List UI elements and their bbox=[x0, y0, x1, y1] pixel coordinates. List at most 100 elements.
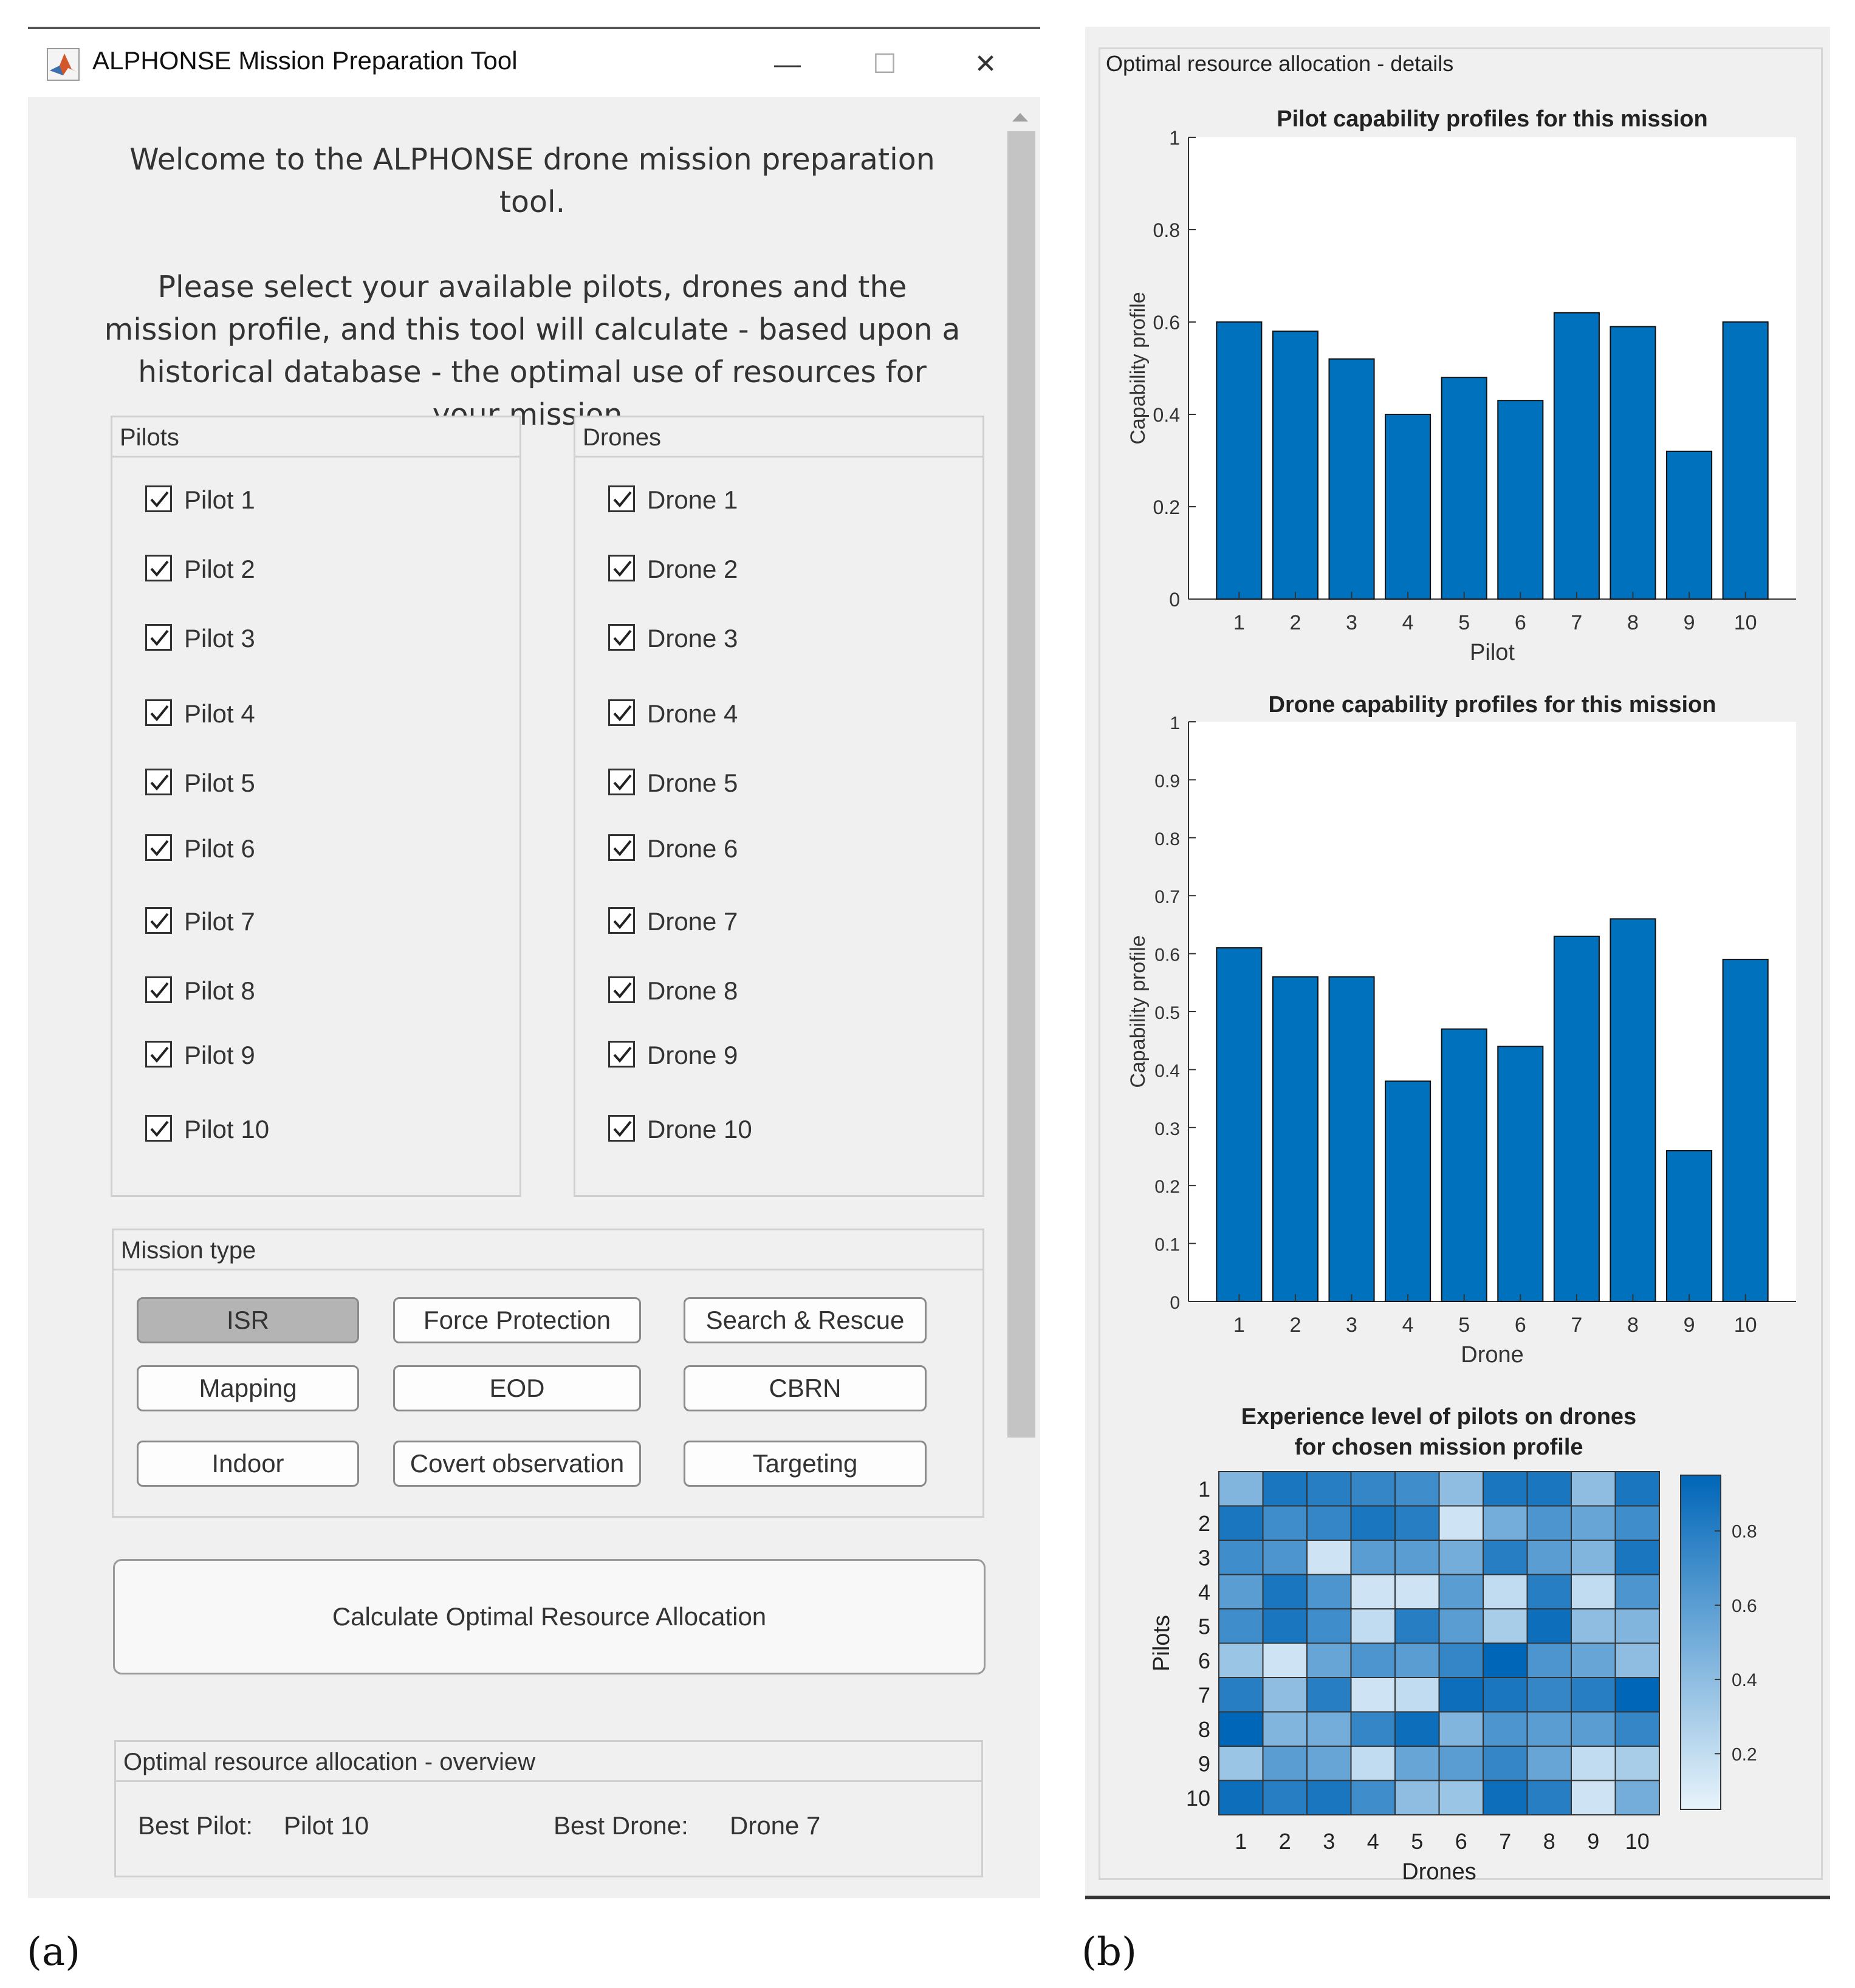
maximize-button[interactable]: ☐ bbox=[873, 49, 897, 79]
title-bar: ALPHONSE Mission Preparation Tool — ☐ ✕ bbox=[28, 29, 1040, 97]
bar-1 bbox=[1216, 321, 1263, 600]
pilot-checkbox-7[interactable] bbox=[145, 907, 172, 934]
pilot-checkbox-1[interactable] bbox=[145, 485, 172, 512]
calculate-button[interactable]: Calculate Optimal Resource Allocation bbox=[113, 1559, 986, 1674]
pilot-checkbox-9[interactable] bbox=[145, 1041, 172, 1068]
mission-button-targeting[interactable]: Targeting bbox=[684, 1441, 927, 1487]
pilot-checkbox-6[interactable] bbox=[145, 834, 172, 861]
heat-y-tick: 7 bbox=[1198, 1682, 1210, 1707]
heat-cell bbox=[1571, 1780, 1616, 1815]
mission-button-search-rescue[interactable]: Search & Rescue bbox=[684, 1297, 927, 1343]
drone-checkbox-2[interactable] bbox=[608, 555, 635, 581]
drone-checkbox-4[interactable] bbox=[608, 699, 635, 726]
pilot-checkbox-4[interactable] bbox=[145, 699, 172, 726]
pilot-checkbox-5[interactable] bbox=[145, 769, 172, 795]
y-tick-label: 0 bbox=[1170, 1293, 1180, 1313]
drone-checkbox-3[interactable] bbox=[608, 624, 635, 651]
drone-checkbox-6[interactable] bbox=[608, 834, 635, 861]
pilot-label-6: Pilot 6 bbox=[184, 834, 255, 863]
heat-cell bbox=[1483, 1642, 1528, 1678]
heat-cell bbox=[1483, 1746, 1528, 1781]
mission-button-covert-observation[interactable]: Covert observation bbox=[393, 1441, 641, 1487]
heat-cell bbox=[1438, 1677, 1484, 1713]
drone-label-10: Drone 10 bbox=[647, 1115, 752, 1143]
bar-9 bbox=[1666, 450, 1713, 600]
drone-checkbox-7[interactable] bbox=[608, 907, 635, 934]
mission-button-eod[interactable]: EOD bbox=[393, 1365, 641, 1411]
drone-checkbox-10[interactable] bbox=[608, 1115, 635, 1142]
pilot-capability-chart: Pilot capability profiles for this missi… bbox=[1126, 106, 1796, 665]
close-button[interactable]: ✕ bbox=[974, 49, 997, 79]
best-pilot-label: Best Pilot: bbox=[138, 1811, 253, 1840]
drone-checkbox-9[interactable] bbox=[608, 1041, 635, 1068]
bar-10 bbox=[1722, 321, 1769, 600]
y-tick-label: 0.4 bbox=[1154, 1061, 1180, 1081]
heat-cell bbox=[1306, 1642, 1352, 1678]
mission-type-panel: Mission type ISR Force Protection Search &… bbox=[112, 1229, 984, 1518]
heat-cell bbox=[1526, 1471, 1572, 1507]
heat-cell bbox=[1614, 1574, 1660, 1609]
heat-y-tick: 5 bbox=[1198, 1614, 1210, 1639]
scroll-up-icon[interactable] bbox=[1005, 108, 1035, 126]
heat-cell bbox=[1483, 1608, 1528, 1644]
minimize-button[interactable]: — bbox=[774, 49, 801, 79]
pilot-label-7: Pilot 7 bbox=[184, 907, 255, 936]
x-tick-label: 1 bbox=[1233, 1314, 1245, 1337]
app-window: ALPHONSE Mission Preparation Tool — ☐ ✕ … bbox=[28, 27, 1040, 1898]
heat-x-tick: 7 bbox=[1499, 1829, 1511, 1854]
welcome-text: Welcome to the ALPHONSE drone mission pr… bbox=[101, 139, 964, 479]
colorbar-tick: 0.2 bbox=[1732, 1744, 1757, 1764]
heat-cell bbox=[1571, 1642, 1616, 1678]
heat-cell bbox=[1218, 1505, 1264, 1541]
matlab-icon bbox=[47, 48, 80, 81]
heat-cell bbox=[1614, 1540, 1660, 1575]
bar-1 bbox=[1216, 947, 1263, 1303]
mission-button-indoor[interactable]: Indoor bbox=[137, 1441, 359, 1487]
heat-cell bbox=[1350, 1608, 1396, 1644]
experience-heatmap: Experience level of pilots on drones for … bbox=[1149, 1404, 1757, 1885]
x-tick-label: 3 bbox=[1346, 611, 1357, 634]
heat-cell bbox=[1350, 1711, 1396, 1747]
mission-button-mapping[interactable]: Mapping bbox=[137, 1365, 359, 1411]
pilot-checkbox-3[interactable] bbox=[145, 624, 172, 651]
drone-label-5: Drone 5 bbox=[647, 769, 738, 797]
heat-cell bbox=[1262, 1642, 1308, 1678]
y-tick-label: 0.4 bbox=[1153, 404, 1180, 426]
heat-cell bbox=[1571, 1471, 1616, 1507]
y-tick-label: 0 bbox=[1169, 589, 1180, 611]
heat-x-tick: 4 bbox=[1367, 1829, 1379, 1854]
bar-7 bbox=[1553, 935, 1600, 1302]
scrollbar-thumb[interactable] bbox=[1007, 131, 1035, 1438]
mission-type-title: Mission type bbox=[114, 1230, 982, 1270]
colorbar-tick: 0.6 bbox=[1732, 1596, 1757, 1616]
drone-checkbox-5[interactable] bbox=[608, 769, 635, 795]
mission-button-cbrn[interactable]: CBRN bbox=[684, 1365, 927, 1411]
mission-button-force-protection[interactable]: Force Protection bbox=[393, 1297, 641, 1343]
bar-4 bbox=[1385, 1080, 1432, 1302]
checkmark-icon bbox=[613, 705, 632, 722]
bar-2 bbox=[1272, 331, 1318, 600]
pilot-checkbox-10[interactable] bbox=[145, 1115, 172, 1142]
drones-panel-title: Drones bbox=[575, 417, 982, 458]
heat-cell bbox=[1571, 1574, 1616, 1609]
heat-cell bbox=[1571, 1540, 1616, 1575]
checkmark-icon bbox=[613, 560, 632, 577]
bar-5 bbox=[1441, 1028, 1487, 1302]
checkmark-icon bbox=[150, 629, 169, 646]
heat-cell bbox=[1394, 1780, 1440, 1815]
pilot-checkbox-2[interactable] bbox=[145, 555, 172, 581]
x-tick-label: 10 bbox=[1734, 611, 1757, 634]
drone-checkbox-1[interactable] bbox=[608, 485, 635, 512]
heat-x-label: Drones bbox=[1402, 1859, 1476, 1885]
heat-x-tick: 5 bbox=[1411, 1829, 1423, 1854]
pilot-checkbox-8[interactable] bbox=[145, 976, 172, 1003]
mission-button-isr[interactable]: ISR bbox=[137, 1297, 359, 1343]
drone-checkbox-8[interactable] bbox=[608, 976, 635, 1003]
heat-cell bbox=[1614, 1608, 1660, 1644]
x-tick-label: 7 bbox=[1571, 611, 1582, 634]
drone-label-4: Drone 4 bbox=[647, 699, 738, 728]
checkmark-icon bbox=[150, 1120, 169, 1137]
heat-y-tick: 3 bbox=[1198, 1545, 1210, 1570]
heat-cell bbox=[1483, 1780, 1528, 1815]
pilots-panel: Pilots Pilot 1 Pilot 2 Pilot 3 Pilot 4 Pilot… bbox=[111, 416, 521, 1197]
